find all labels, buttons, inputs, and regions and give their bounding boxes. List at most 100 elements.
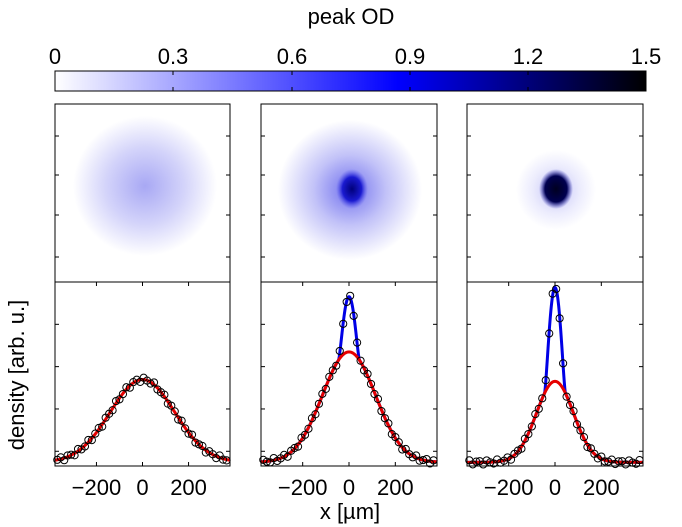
data-point: [314, 399, 323, 408]
data-point: [87, 436, 96, 445]
colorbar: peak OD 0 0.3 0.6 0.9 1.2 1.5: [49, 4, 661, 92]
data-point: [366, 379, 376, 389]
x-tick-label: 0: [343, 475, 355, 500]
atom-cloud-condensate: [336, 169, 368, 209]
colorbar-tick-2: 0.6: [277, 44, 308, 69]
data-point: [394, 438, 403, 447]
thermal-fit-line: [467, 379, 643, 464]
data-point: [198, 441, 207, 451]
data-point: [541, 376, 550, 385]
data-point: [377, 406, 386, 416]
data-point: [122, 383, 131, 392]
x-tick-label: 200: [583, 475, 620, 500]
data-point: [559, 359, 568, 368]
data-point: [67, 450, 76, 459]
data-point: [545, 329, 554, 338]
colorbar-tick-3: 0.9: [395, 44, 426, 69]
data-point: [304, 424, 313, 433]
colorbar-tick-0: 0: [49, 44, 61, 69]
data-point: [614, 457, 623, 466]
data-point: [583, 442, 592, 452]
atom-cloud-thermal: [73, 116, 217, 256]
data-point: [398, 445, 407, 454]
data-point: [419, 455, 428, 465]
density-profiles: −200 0 200 −200 0 200 −200 0 200: [53, 281, 644, 500]
data-point: [118, 389, 128, 399]
y-axis-label: density [arb. u.]: [4, 300, 29, 450]
data-point: [384, 419, 393, 428]
data-point: [527, 422, 536, 431]
colorbar-tick-labels: 0 0.3 0.6 0.9 1.2 1.5: [49, 44, 661, 69]
data-point: [332, 361, 341, 370]
x-tick-label: 0: [549, 475, 561, 500]
data-point: [177, 416, 186, 425]
data-point: [98, 422, 107, 431]
data-point: [80, 442, 90, 451]
image-panel-3: [466, 103, 644, 283]
data-point: [472, 457, 481, 466]
data-point: [160, 390, 169, 399]
colorbar-tick-marks: [172, 71, 529, 91]
data-point: [339, 319, 348, 328]
data-point: [73, 444, 83, 454]
image-tick-marks: [55, 135, 643, 258]
x-tick-label: 0: [136, 475, 148, 500]
data-point: [552, 284, 561, 294]
data-point: [363, 369, 372, 379]
x-axis-label: x [µm]: [320, 499, 380, 524]
data-point: [321, 384, 330, 393]
data-point: [84, 435, 93, 445]
data-point: [576, 426, 585, 435]
absorption-images: [54, 103, 644, 283]
data-point: [184, 429, 193, 438]
data-point: [569, 407, 578, 416]
data-point: [342, 297, 351, 307]
data-point: [218, 455, 228, 464]
colorbar-title: peak OD: [308, 4, 395, 29]
x-tick-label: −200: [484, 475, 534, 500]
data-point: [311, 410, 320, 419]
data-point: [565, 400, 575, 410]
colorbar-tick-1: 0.3: [158, 44, 189, 69]
data-point: [149, 378, 159, 387]
data-point: [146, 379, 155, 388]
profile-panel-3: −200 0 200: [465, 281, 644, 500]
data-point: [353, 338, 362, 347]
data-point: [373, 394, 383, 404]
colorbar-tick-5: 1.5: [631, 44, 662, 69]
data-point: [170, 407, 179, 416]
data-point: [356, 356, 365, 365]
data-point: [70, 451, 79, 460]
data-point: [524, 429, 533, 439]
data-point: [538, 394, 547, 403]
profile-panel-1: −200 0 200: [53, 281, 231, 500]
data-point: [290, 443, 299, 453]
colorbar-tick-4: 1.2: [513, 44, 544, 69]
x-tick-label: −200: [278, 475, 328, 500]
colorbar-bar: [54, 70, 647, 92]
data-point: [325, 372, 334, 381]
data-point: [517, 444, 526, 453]
data-point: [335, 346, 344, 356]
data-point: [300, 430, 310, 439]
data-point: [187, 430, 197, 439]
data-point: [579, 433, 589, 442]
data-point: [562, 392, 571, 401]
data-point: [262, 457, 271, 466]
data-point: [283, 452, 292, 461]
data-point: [174, 415, 183, 424]
data-point: [94, 423, 103, 433]
data-point: [572, 420, 582, 429]
data-point: [346, 291, 355, 300]
data-point: [534, 404, 543, 413]
image-panel-2: [260, 103, 438, 283]
x-tick-label: −200: [72, 475, 122, 500]
data-point: [349, 311, 358, 320]
profile-panel-2: −200 0 200: [259, 281, 438, 500]
atom-cloud-condensate: [539, 169, 573, 209]
data-point: [555, 314, 564, 323]
image-panel-1: [54, 103, 231, 283]
x-tick-label: 200: [377, 475, 414, 500]
x-tick-label: 200: [170, 475, 207, 500]
